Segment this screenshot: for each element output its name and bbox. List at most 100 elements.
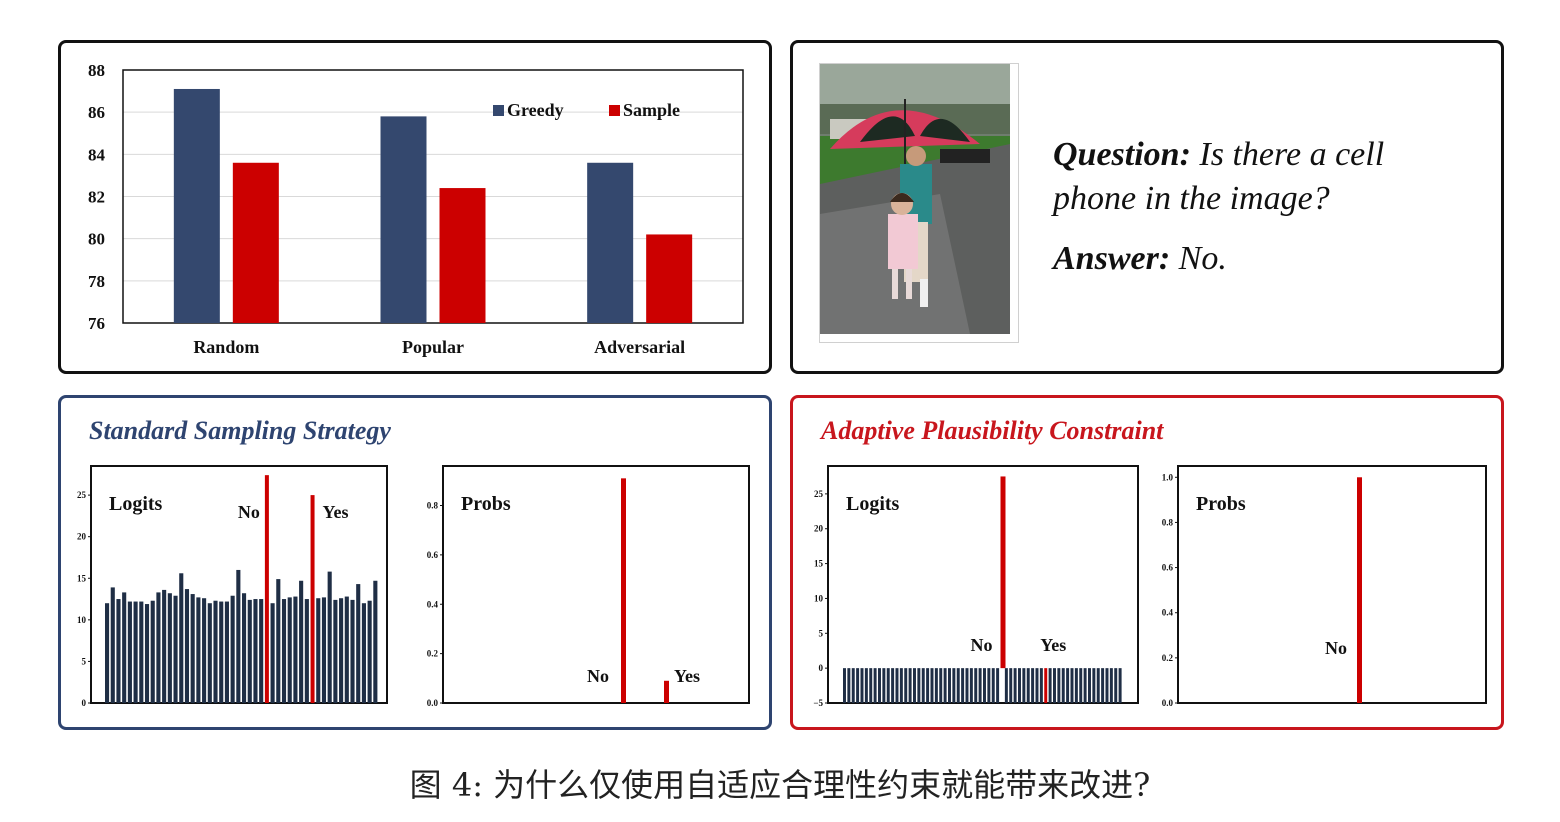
y-tick-label: 0.2 [1162, 653, 1174, 663]
umbrella-girl-photo [820, 64, 1010, 334]
pruned-bar [1022, 668, 1026, 703]
logit-bar [224, 601, 229, 703]
y-tick-label: 78 [88, 272, 105, 291]
pruned-bar [869, 668, 873, 703]
pruned-bar [1026, 668, 1030, 703]
pruned-bar [939, 668, 943, 703]
pruned-bar [864, 668, 868, 703]
logit-bar [276, 579, 281, 703]
logit-bar [253, 599, 258, 703]
logit-bar [162, 589, 167, 703]
pruned-bar [1066, 668, 1070, 703]
pruned-bar [930, 668, 934, 703]
legend-label-sample: Sample [623, 100, 680, 120]
logit-bar [127, 601, 132, 703]
annotation-yes: Yes [323, 502, 349, 522]
pruned-bar [1070, 668, 1074, 703]
chart-label: Logits [109, 493, 163, 515]
accuracy-chart-panel: 76 78 80 82 84 86 88 Random Popular Adversarial Gr… [58, 40, 772, 374]
pruned-bar [1004, 668, 1008, 703]
pruned-bar [891, 668, 895, 703]
y-tick-label: 10 [814, 593, 824, 603]
prob-bar [1357, 477, 1362, 703]
category-label: Popular [402, 337, 464, 357]
question-text: Is there a cell phone in the image? [1053, 136, 1385, 217]
pruned-bar [1105, 668, 1109, 703]
example-photo [819, 63, 1019, 343]
prob-bar [621, 478, 626, 703]
y-tick-label: 0.8 [427, 501, 439, 511]
pruned-bar [873, 668, 877, 703]
pruned-bar [978, 668, 982, 703]
pruned-bar [1092, 668, 1096, 703]
logit-bar [242, 593, 247, 703]
pruned-bar [991, 668, 995, 703]
answer-label: Answer: [1053, 240, 1171, 277]
logit-bar [202, 598, 207, 703]
pruned-bar [948, 668, 951, 703]
pruned-bar [956, 668, 960, 703]
adaptive-plausibility-panel: Adaptive Plausibility Constraint −5 0 5 10 1… [790, 395, 1504, 730]
annotation-no: No [238, 502, 260, 522]
logit-bar [190, 594, 195, 703]
y-tick-label: 0 [82, 698, 87, 708]
annotation-no: No [1325, 638, 1347, 658]
y-tick-label: 82 [88, 188, 105, 207]
pruned-bar [908, 668, 912, 703]
logit-bar [150, 600, 155, 703]
y-tick-label: 15 [77, 573, 87, 583]
y-tick-label: 0.4 [427, 599, 439, 609]
y-tick-label: 88 [88, 61, 105, 80]
legend-swatch-sample [609, 105, 620, 116]
pruned-bar [1114, 668, 1118, 703]
logit-bar [105, 603, 110, 703]
pruned-bar [1048, 668, 1052, 703]
question-label: Question: [1053, 136, 1191, 173]
pruned-bar [904, 668, 908, 703]
logit-bar [350, 599, 355, 703]
pruned-bar [1039, 668, 1043, 703]
pruned-bar [886, 668, 890, 703]
pruned-bar [1057, 668, 1061, 703]
annotation-no: No [971, 635, 993, 655]
adaptive-plausibility-charts: −5 0 5 10 15 20 25 Logits No Yes 0.0 0.2 0.4 0.6 0.8 1.… [813, 465, 1487, 708]
pruned-bar [1109, 668, 1113, 703]
bar-greedy [587, 162, 634, 323]
bar-sample [439, 188, 486, 323]
small-plot-frame [1177, 465, 1487, 704]
logit-bar [196, 597, 201, 703]
y-tick-label: 10 [77, 615, 87, 625]
qa-text: Question: Is there a cell phone in the i… [1053, 133, 1453, 281]
y-tick-label: 0.2 [427, 649, 439, 659]
legend-swatch-greedy [493, 105, 504, 116]
adaptive-plausibility-title: Adaptive Plausibility Constraint [821, 416, 1164, 445]
y-tick-label: 25 [814, 489, 824, 499]
logit-bar [167, 593, 172, 703]
y-tick-label: 0.0 [427, 698, 439, 708]
pruned-bar [1101, 668, 1105, 703]
pruned-bar [917, 668, 921, 703]
pruned-bar [969, 668, 973, 703]
y-tick-label: 0.4 [1162, 608, 1174, 618]
pruned-bar [943, 668, 947, 703]
logit-bar [122, 592, 127, 703]
logit-bar [207, 603, 212, 703]
answer-text: No. [1170, 240, 1227, 277]
logit-bar [173, 595, 178, 703]
logit-bar [230, 595, 235, 703]
pruned-bar [1083, 668, 1087, 703]
pruned-bar [1009, 668, 1013, 703]
pruned-bar [1031, 668, 1035, 703]
chart-label: Probs [1196, 493, 1246, 515]
y-tick-label: 0.6 [1162, 563, 1174, 573]
y-tick-label: 0.8 [1162, 517, 1174, 527]
annotation-no: No [587, 666, 609, 686]
logit-bar [144, 604, 150, 703]
logit-bar [236, 569, 241, 703]
pruned-bar [899, 668, 903, 703]
logit-bar [321, 597, 327, 703]
standard-sampling-panel: Standard Sampling Strategy 0 5 10 15 20 25 Log… [58, 395, 772, 730]
pruned-bar [1018, 668, 1021, 703]
logit-bar [287, 597, 292, 703]
logit-bar [373, 580, 378, 703]
